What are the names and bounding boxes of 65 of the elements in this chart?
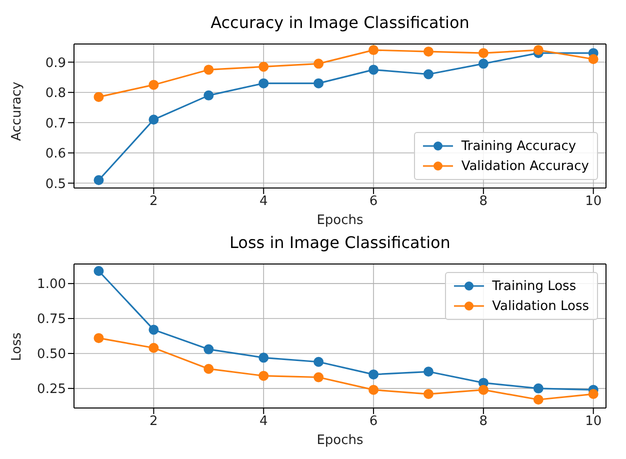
x-tick-label: 4 (259, 414, 268, 430)
y-tick-label: 0.9 (45, 56, 66, 71)
point (478, 384, 488, 395)
x-tick-label: 8 (479, 414, 488, 430)
point (94, 175, 104, 186)
legend-label: Training Loss (492, 278, 576, 294)
y-tick-label: 0.5 (45, 176, 66, 192)
point (368, 45, 379, 56)
x-tick-label: 6 (369, 414, 378, 430)
x-tick-label: 10 (585, 194, 602, 210)
point (148, 324, 159, 335)
x-tick-label: 2 (150, 414, 158, 430)
legend-label: Validation Accuracy (461, 158, 589, 174)
point (423, 69, 434, 80)
point (258, 62, 269, 72)
x-axis-title: Epochs (316, 433, 364, 448)
point (478, 58, 488, 69)
point (368, 384, 379, 395)
point (94, 266, 104, 276)
point (94, 333, 104, 344)
point (478, 48, 488, 58)
point (258, 78, 269, 88)
y-tick-label: 0.50 (37, 347, 66, 362)
point (533, 45, 544, 56)
legend-label: Training Accuracy (461, 138, 576, 154)
point (314, 372, 324, 382)
point (533, 383, 544, 394)
y-axis-title: Accuracy (10, 81, 25, 141)
legend-label: Validation Loss (492, 298, 589, 314)
point (148, 80, 159, 90)
y-tick-label: 0.6 (45, 146, 66, 162)
point (204, 344, 214, 354)
x-tick-label: 2 (150, 194, 158, 210)
point (314, 78, 324, 88)
point (423, 389, 434, 400)
point (204, 364, 214, 374)
x-tick-label: 4 (259, 194, 268, 210)
point (94, 92, 104, 102)
point (148, 114, 159, 125)
point (423, 366, 434, 377)
x-tick-label: 10 (585, 414, 602, 430)
point (588, 389, 598, 400)
y-tick-label: 1.00 (37, 277, 66, 292)
point (148, 342, 159, 353)
x-axis-title: Epochs (316, 213, 364, 228)
point (588, 54, 598, 64)
point (258, 370, 269, 381)
chart-title: Accuracy in Image Classification (210, 12, 470, 34)
point (368, 369, 379, 380)
chart-title: Loss in Image Classification (228, 232, 452, 254)
point (314, 58, 324, 69)
point (423, 46, 434, 57)
y-tick-label: 0.25 (37, 382, 66, 398)
point (204, 90, 214, 100)
point (258, 352, 269, 363)
point (204, 64, 214, 75)
y-tick-label: 0.75 (37, 312, 66, 328)
y-tick-label: 0.7 (45, 116, 66, 132)
x-tick-label: 8 (479, 194, 488, 210)
point (368, 64, 379, 75)
y-tick-label: 0.8 (45, 86, 66, 102)
y-axis-title: Loss (10, 332, 25, 361)
point (533, 394, 544, 405)
point (314, 356, 324, 367)
x-tick-label: 6 (369, 194, 378, 210)
